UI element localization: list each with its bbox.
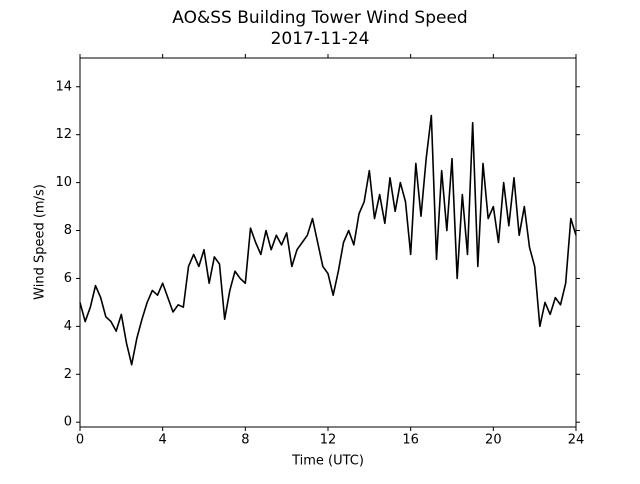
x-tick-label: 24 <box>568 433 585 448</box>
plot-frame <box>79 57 577 428</box>
x-tick-label: 16 <box>402 433 419 448</box>
data-line <box>79 114 577 366</box>
y-tick-label: 6 <box>64 271 72 286</box>
y-tick-label: 4 <box>64 319 72 334</box>
x-tick-label: 12 <box>320 433 337 448</box>
x-axis-label: Time (UTC) <box>291 454 364 469</box>
chart-subtitle: 2017-11-24 <box>271 29 370 49</box>
y-tick-label: 0 <box>64 415 72 430</box>
x-tick-label: 0 <box>76 433 84 448</box>
y-tick-label: 10 <box>55 175 72 190</box>
x-tick-label: 4 <box>159 433 167 448</box>
chart-title: AO&SS Building Tower Wind Speed <box>172 8 467 28</box>
x-tick-label: 20 <box>485 433 502 448</box>
y-tick-label: 2 <box>64 367 72 382</box>
y-tick-label: 8 <box>64 223 72 238</box>
y-tick-label: 14 <box>55 79 72 94</box>
y-axis-label: Wind Speed (m/s) <box>33 184 48 300</box>
x-tick-label: 8 <box>241 433 249 448</box>
y-tick-label: 12 <box>55 127 72 142</box>
